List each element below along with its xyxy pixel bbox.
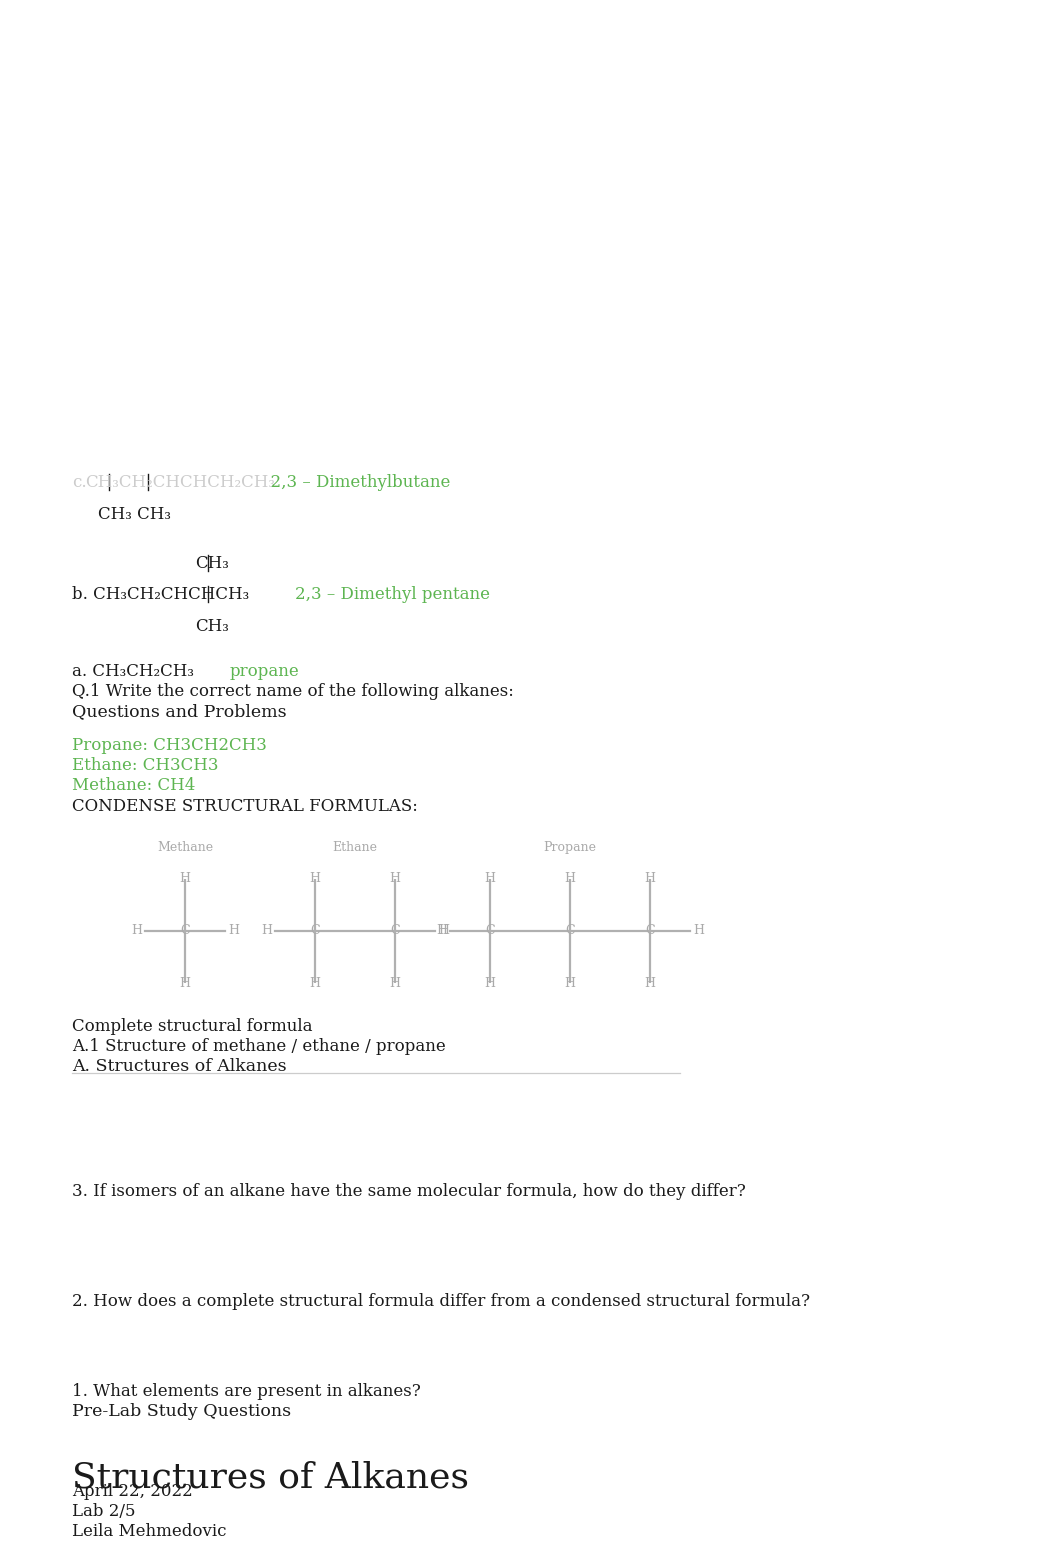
Text: H: H bbox=[131, 924, 142, 938]
Text: C: C bbox=[310, 924, 320, 938]
Text: H: H bbox=[565, 873, 576, 885]
Text: H: H bbox=[645, 977, 655, 990]
Text: H: H bbox=[390, 873, 400, 885]
Text: H: H bbox=[438, 924, 449, 938]
Text: 2,3 – Dimethylbutane: 2,3 – Dimethylbutane bbox=[260, 475, 450, 492]
Text: Complete structural formula: Complete structural formula bbox=[72, 1018, 312, 1035]
Text: CH₃: CH₃ bbox=[195, 618, 229, 635]
Text: Ethane: Ethane bbox=[332, 841, 377, 854]
Text: H: H bbox=[309, 977, 321, 990]
Text: Pre-Lab Study Questions: Pre-Lab Study Questions bbox=[72, 1403, 291, 1421]
Text: Methane: CH4: Methane: CH4 bbox=[72, 777, 195, 795]
Text: Q.1 Write the correct name of the following alkanes:: Q.1 Write the correct name of the follow… bbox=[72, 684, 514, 699]
Text: Propane: Propane bbox=[544, 841, 597, 854]
Text: C: C bbox=[485, 924, 495, 938]
Text: H: H bbox=[484, 873, 496, 885]
Text: CH₃CH₂CHCHCH₂CH₃: CH₃CH₂CHCHCH₂CH₃ bbox=[85, 475, 275, 492]
Text: Lab 2/5: Lab 2/5 bbox=[72, 1503, 136, 1520]
Text: April 22, 2022: April 22, 2022 bbox=[72, 1483, 193, 1500]
Text: Leila Mehmedovic: Leila Mehmedovic bbox=[72, 1524, 226, 1541]
Text: A. Structures of Alkanes: A. Structures of Alkanes bbox=[72, 1058, 287, 1076]
Text: Methane: Methane bbox=[157, 841, 213, 854]
Text: H: H bbox=[261, 924, 272, 938]
Text: H: H bbox=[645, 873, 655, 885]
Text: Structures of Alkanes: Structures of Alkanes bbox=[72, 1461, 469, 1495]
Text: c.: c. bbox=[72, 475, 87, 492]
Text: Questions and Problems: Questions and Problems bbox=[72, 702, 287, 720]
Text: C: C bbox=[565, 924, 575, 938]
Text: H: H bbox=[436, 924, 447, 938]
Text: H: H bbox=[228, 924, 239, 938]
Text: CONDENSE STRUCTURAL FORMULAS:: CONDENSE STRUCTURAL FORMULAS: bbox=[72, 798, 418, 815]
Text: CH₃: CH₃ bbox=[195, 556, 229, 571]
Text: propane: propane bbox=[230, 663, 299, 681]
Text: C: C bbox=[646, 924, 655, 938]
Text: A.1 Structure of methane / ethane / propane: A.1 Structure of methane / ethane / prop… bbox=[72, 1038, 446, 1055]
Text: 3. If isomers of an alkane have the same molecular formula, how do they differ?: 3. If isomers of an alkane have the same… bbox=[72, 1183, 746, 1200]
Text: Ethane: CH3CH3: Ethane: CH3CH3 bbox=[72, 757, 219, 774]
Text: CH₃ CH₃: CH₃ CH₃ bbox=[98, 506, 171, 523]
Text: a. CH₃CH₂CH₃: a. CH₃CH₂CH₃ bbox=[72, 663, 194, 681]
Text: H: H bbox=[565, 977, 576, 990]
Text: Propane: CH3CH2CH3: Propane: CH3CH2CH3 bbox=[72, 737, 267, 754]
Text: 2. How does a complete structural formula differ from a condensed structural for: 2. How does a complete structural formul… bbox=[72, 1293, 810, 1310]
Text: H: H bbox=[693, 924, 704, 938]
Text: H: H bbox=[390, 977, 400, 990]
Text: C: C bbox=[181, 924, 190, 938]
Text: C: C bbox=[390, 924, 399, 938]
Text: H: H bbox=[309, 873, 321, 885]
Text: H: H bbox=[179, 873, 190, 885]
Text: b. CH₃CH₂CHCHCH₃: b. CH₃CH₂CHCHCH₃ bbox=[72, 585, 250, 603]
Text: 1. What elements are present in alkanes?: 1. What elements are present in alkanes? bbox=[72, 1383, 421, 1400]
Text: H: H bbox=[179, 977, 190, 990]
Text: H: H bbox=[484, 977, 496, 990]
Text: 2,3 – Dimethyl pentane: 2,3 – Dimethyl pentane bbox=[295, 585, 490, 603]
